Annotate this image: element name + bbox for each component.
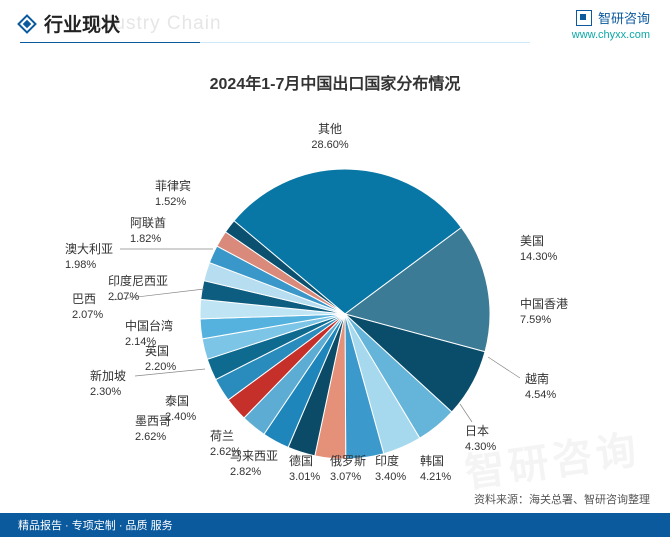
slice-label-name: 泰国 — [165, 394, 196, 410]
slice-label: 中国台湾2.14% — [125, 319, 173, 349]
slice-label: 印度3.40% — [375, 454, 406, 484]
chart-title: 2024年1-7月中国出口国家分布情况 — [0, 70, 670, 94]
slice-label: 巴西2.07% — [72, 292, 103, 322]
slice-label-pct: 1.82% — [130, 232, 166, 246]
slice-label-name: 韩国 — [420, 454, 451, 470]
slice-label-pct: 1.52% — [155, 195, 191, 209]
brand: 智研咨询 — [572, 8, 650, 27]
slice-label-pct: 2.07% — [108, 290, 168, 304]
header-divider — [20, 42, 530, 43]
slice-label-name: 印度尼西亚 — [108, 274, 168, 290]
slice-label-pct: 2.40% — [165, 410, 196, 424]
slice-label-name: 越南 — [525, 372, 556, 388]
slice-label-pct: 2.20% — [145, 360, 176, 374]
header-right: 智研咨询 www.chyxx.com — [572, 8, 650, 41]
slice-label-pct: 14.30% — [520, 250, 557, 264]
slice-label-pct: 3.40% — [375, 470, 406, 484]
slice-label-name: 菲律宾 — [155, 179, 191, 195]
brand-url: www.chyxx.com — [572, 29, 650, 41]
slice-label-pct: 28.60% — [311, 138, 348, 152]
slice-label-name: 印度 — [375, 454, 406, 470]
footer-bar: 精品报告 · 专项定制 · 品质 服务 — [0, 513, 670, 537]
section-title: 行业现状 — [44, 10, 120, 37]
slice-label-name: 巴西 — [72, 292, 103, 308]
slice-label-name: 阿联酋 — [130, 216, 166, 232]
slice-label-name: 其他 — [311, 122, 348, 138]
slice-label-pct: 7.59% — [520, 313, 568, 327]
slice-label: 美国14.30% — [520, 234, 557, 264]
source-text: 资料来源：海关总署、智研咨询整理 — [474, 491, 650, 507]
slice-label-name: 中国台湾 — [125, 319, 173, 335]
slice-label-name: 美国 — [520, 234, 557, 250]
brand-text: 智研咨询 — [598, 8, 650, 27]
slice-label-name: 荷兰 — [210, 429, 241, 445]
footer-text: 精品报告 · 专项定制 · 品质 服务 — [18, 517, 173, 533]
slice-label: 新加坡2.30% — [90, 369, 126, 399]
slice-label-pct: 2.82% — [230, 465, 278, 479]
slice-label-name: 澳大利亚 — [65, 242, 113, 258]
slice-label: 印度尼西亚2.07% — [108, 274, 168, 304]
slice-label-pct: 3.01% — [289, 470, 320, 484]
slice-label: 其他28.60% — [311, 122, 348, 152]
slice-label-name: 新加坡 — [90, 369, 126, 385]
slice-label: 阿联酋1.82% — [130, 216, 166, 246]
slice-label: 俄罗斯3.07% — [330, 454, 366, 484]
slice-label-pct: 2.14% — [125, 335, 173, 349]
leader-line — [460, 404, 472, 422]
leader-line — [488, 357, 520, 378]
slice-label: 泰国2.40% — [165, 394, 196, 424]
pie-chart: 其他28.60% 美国14.30% 中国香港7.59% 越南4.54% 日本4.30% 韩… — [0, 94, 670, 504]
slice-label: 越南4.54% — [525, 372, 556, 402]
slice-label-name: 日本 — [465, 424, 496, 440]
header: 行业现状 Industry Chain 智研咨询 www.chyxx.com — [0, 0, 670, 56]
slice-label: 澳大利亚1.98% — [65, 242, 113, 272]
slice-label-pct: 2.30% — [90, 385, 126, 399]
header-left: 行业现状 — [20, 10, 650, 37]
slice-label-name: 德国 — [289, 454, 320, 470]
slice-label: 菲律宾1.52% — [155, 179, 191, 209]
slice-label-pct: 4.54% — [525, 388, 556, 402]
slice-label: 德国3.01% — [289, 454, 320, 484]
slice-label-name: 俄罗斯 — [330, 454, 366, 470]
diamond-icon — [17, 14, 37, 34]
slice-label: 韩国4.21% — [420, 454, 451, 484]
slice-label-pct: 4.21% — [420, 470, 451, 484]
slice-label-pct: 4.30% — [465, 440, 496, 454]
slice-label-name: 中国香港 — [520, 297, 568, 313]
brand-icon — [576, 10, 592, 26]
slice-label-pct: 2.62% — [135, 430, 171, 444]
slice-label: 荷兰2.62% — [210, 429, 241, 459]
slice-label-pct: 2.62% — [210, 445, 241, 459]
slice-label-pct: 1.98% — [65, 258, 113, 272]
slice-label: 日本4.30% — [465, 424, 496, 454]
slice-label: 中国香港7.59% — [520, 297, 568, 327]
slice-label-pct: 3.07% — [330, 470, 366, 484]
slice-label-pct: 2.07% — [72, 308, 103, 322]
